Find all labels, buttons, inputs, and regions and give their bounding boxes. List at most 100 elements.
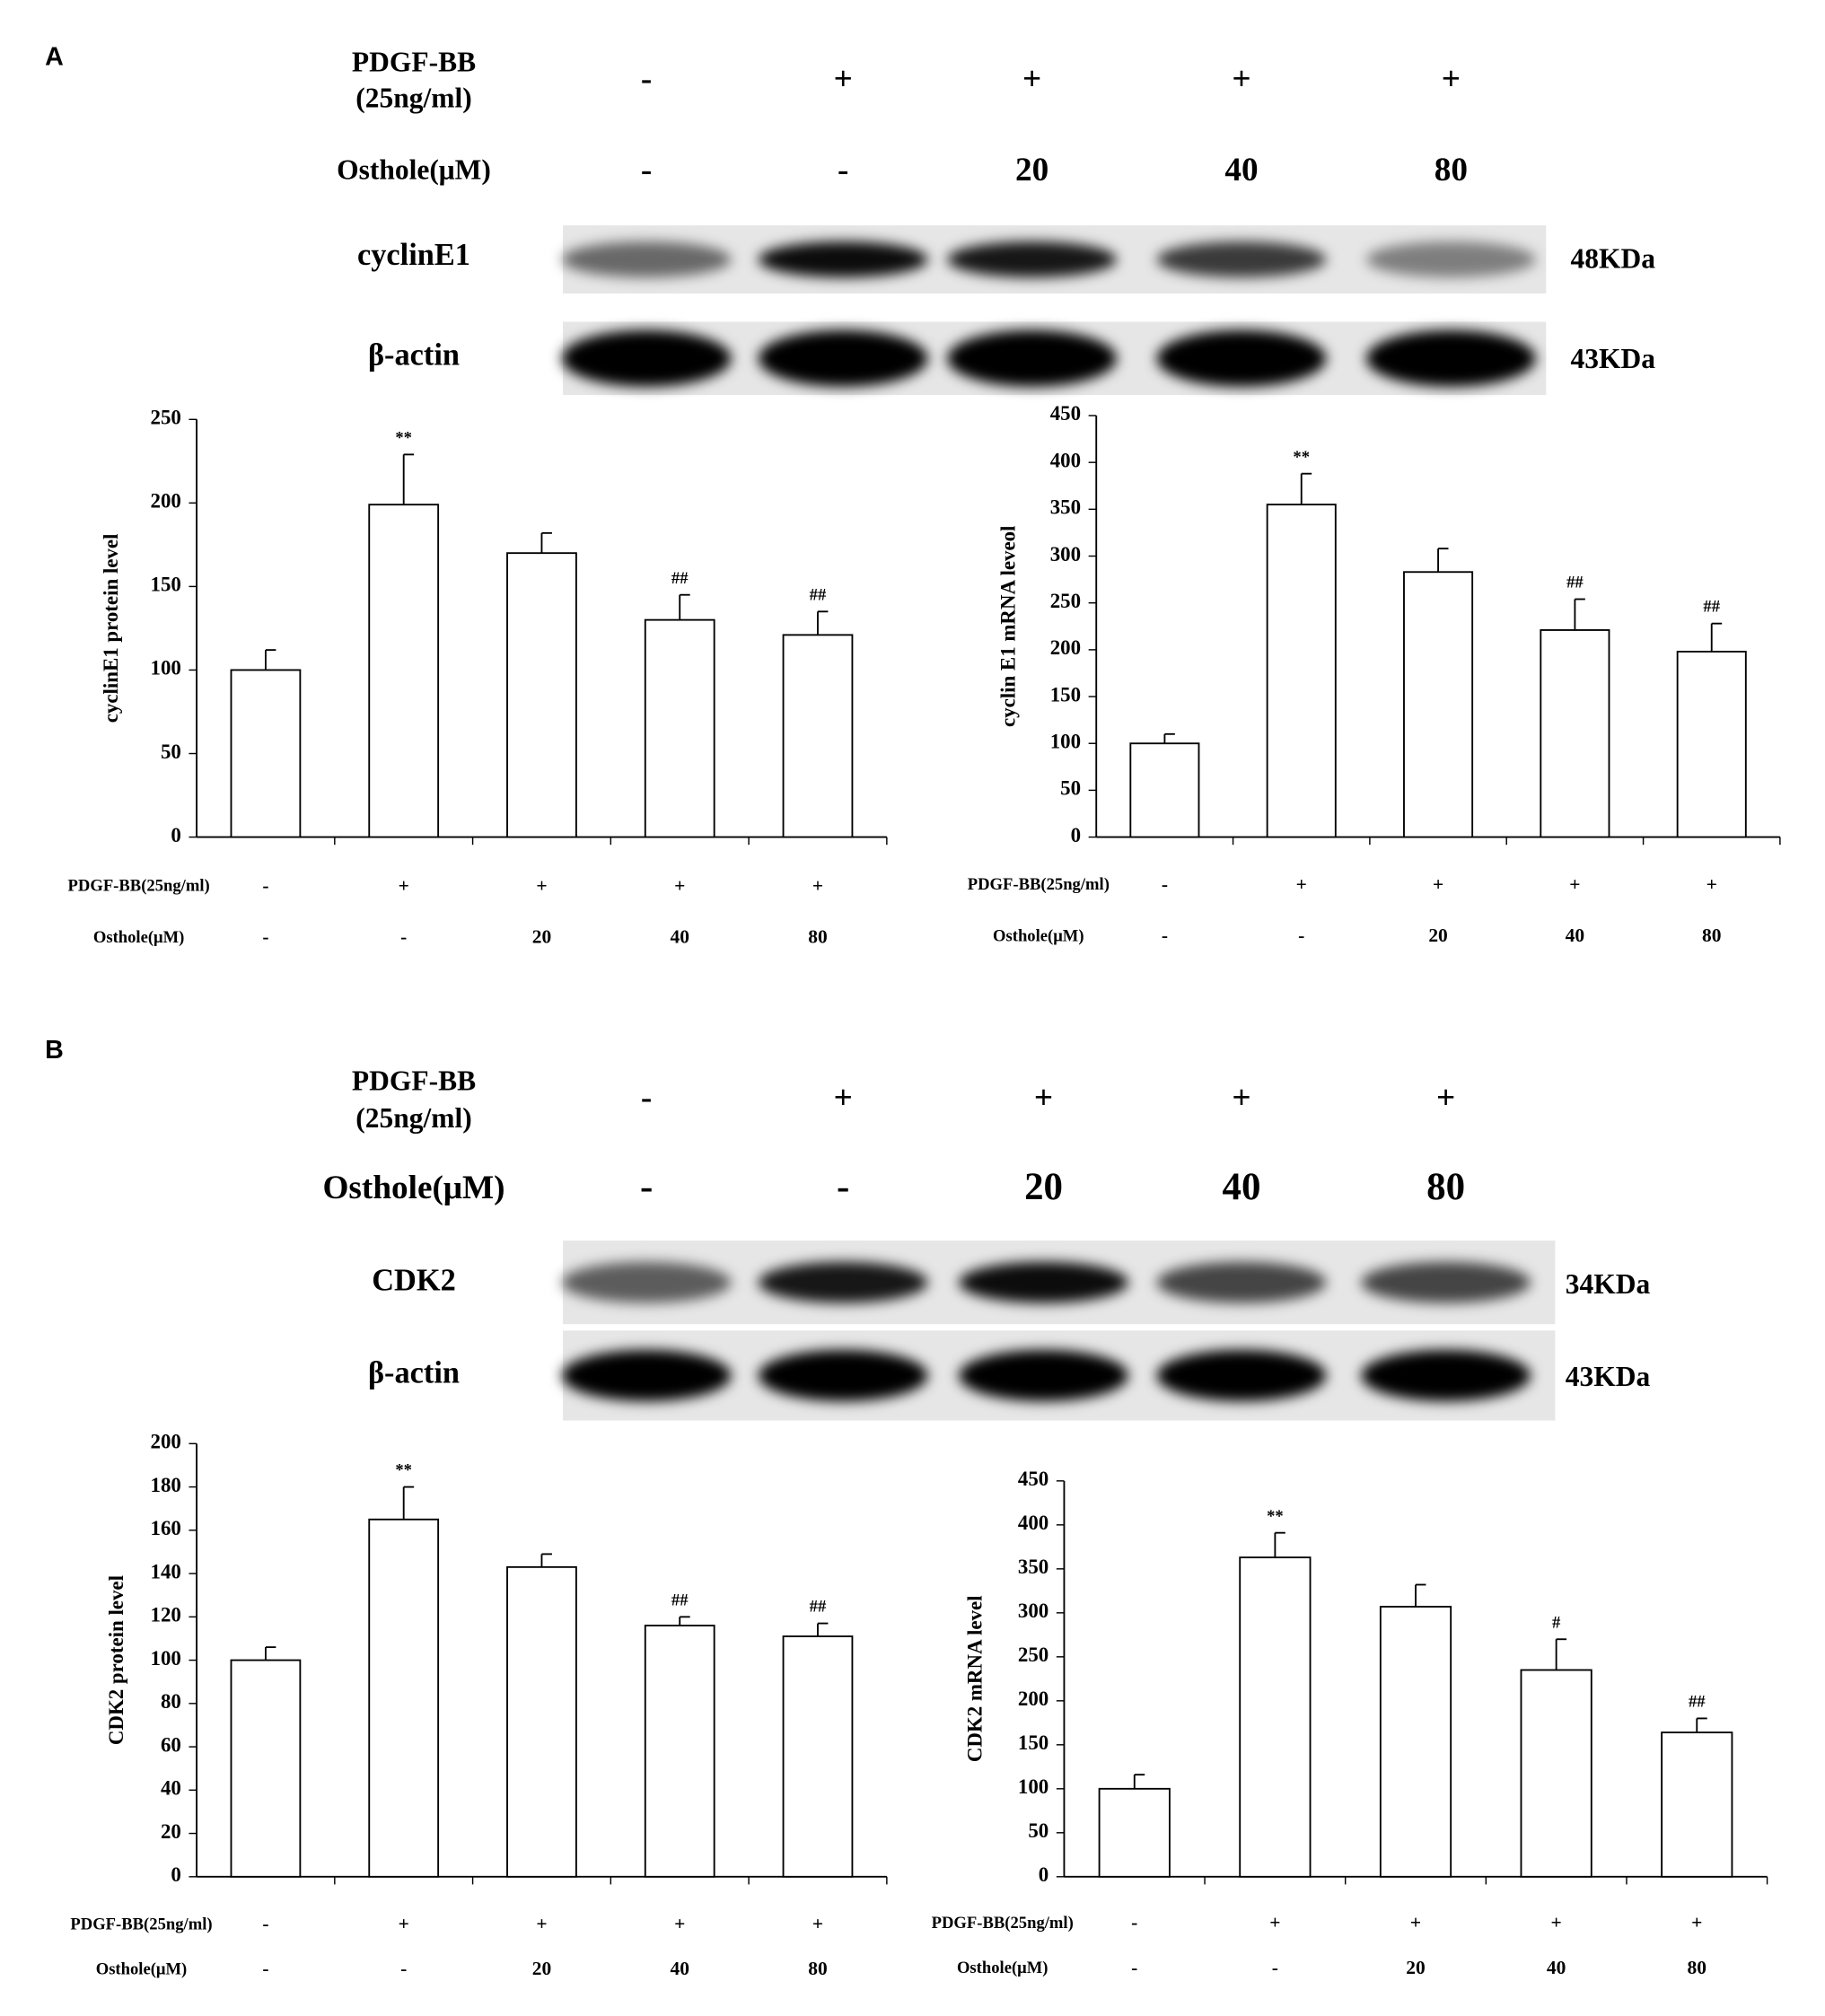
- y-tick-label: 50: [1028, 1819, 1048, 1842]
- x-row-value: -: [262, 1958, 268, 1979]
- bar: [1403, 571, 1474, 838]
- y-tick-label: 140: [151, 1560, 181, 1582]
- y-tick-label: 60: [161, 1733, 181, 1756]
- x-row-value: -: [400, 1958, 407, 1979]
- band: [758, 1261, 928, 1303]
- x-row-value: 80: [808, 1958, 827, 1979]
- y-tick-label: 400: [1018, 1512, 1048, 1534]
- band: [1361, 1349, 1531, 1402]
- panel-label: B: [45, 1036, 64, 1065]
- bar: [1661, 1731, 1733, 1878]
- y-tick-label: 200: [151, 490, 181, 513]
- band-size: 48KDa: [1571, 242, 1656, 274]
- treatment-value: 20: [1024, 1166, 1063, 1208]
- x-row-value: 40: [670, 926, 689, 948]
- y-tick-label: 450: [1018, 1468, 1048, 1490]
- x-row-value: +: [1707, 873, 1717, 895]
- significance: **: [1293, 448, 1310, 467]
- band-name: CDK2: [372, 1263, 456, 1297]
- x-row-label: Osthole(μM): [993, 927, 1084, 946]
- y-tick-label: 50: [161, 741, 181, 763]
- band-name: β-actin: [368, 337, 460, 372]
- x-row-value: +: [399, 1913, 409, 1934]
- x-row-value: +: [1569, 873, 1580, 895]
- y-tick-label: 0: [1071, 824, 1081, 846]
- significance: ##: [671, 569, 689, 588]
- x-row-label: PDGF-BB(25ng/ml): [968, 875, 1110, 894]
- bar: [644, 618, 715, 838]
- bar: [1379, 1606, 1452, 1878]
- band-size: 43KDa: [1566, 1361, 1651, 1392]
- y-tick-label: 50: [1060, 777, 1081, 800]
- y-tick-label: 400: [1050, 449, 1081, 471]
- y-tick-label: 300: [1018, 1600, 1048, 1622]
- band: [758, 1349, 928, 1402]
- band: [1365, 241, 1536, 278]
- y-axis-label: cyclinE1 protein level: [100, 534, 122, 723]
- x-row-label: Osthole(μM): [96, 1960, 188, 1979]
- treatment-value: 20: [1015, 152, 1048, 188]
- x-row-value: +: [1691, 1912, 1702, 1933]
- treatment-label: Osthole(μM): [337, 154, 491, 186]
- blot-bands: [561, 1349, 1531, 1402]
- bar: [368, 1518, 440, 1878]
- bar: [368, 504, 440, 838]
- treatment-value: +: [1442, 60, 1461, 97]
- bar: [1266, 504, 1337, 838]
- bar: [1129, 742, 1200, 838]
- band: [1156, 1261, 1327, 1303]
- x-row-value: -: [262, 874, 268, 896]
- significance: #: [1552, 1613, 1561, 1632]
- treatment-value: 80: [1435, 152, 1468, 188]
- x-row-value: -: [262, 926, 268, 948]
- x-row-value: -: [1272, 1957, 1278, 1978]
- bar: [230, 1659, 302, 1878]
- x-row-label: PDGF-BB(25ng/ml): [70, 1915, 212, 1933]
- y-tick-label: 350: [1018, 1556, 1048, 1578]
- band: [561, 1349, 732, 1402]
- y-tick-label: 200: [151, 1431, 181, 1453]
- y-tick-label: 150: [1050, 683, 1081, 706]
- treatment-value: +: [1034, 1080, 1053, 1117]
- y-tick-label: 150: [1018, 1731, 1048, 1754]
- y-tick-label: 20: [161, 1820, 181, 1843]
- panel-label: A: [45, 43, 64, 72]
- significance: ##: [1566, 574, 1584, 592]
- significance: **: [395, 428, 412, 447]
- x-row-value: 20: [532, 926, 551, 948]
- x-row-label: Osthole(μM): [93, 928, 185, 947]
- y-tick-label: 200: [1018, 1687, 1048, 1710]
- y-tick-label: 0: [171, 824, 180, 846]
- treatment-label: PDGF-BB: [352, 1065, 476, 1097]
- treatment-value: -: [641, 1080, 652, 1117]
- y-tick-label: 300: [1050, 543, 1081, 565]
- x-row-value: +: [1551, 1912, 1562, 1933]
- treatment-value: -: [641, 152, 652, 188]
- x-row-value: +: [536, 1913, 547, 1934]
- bar: [782, 1635, 854, 1878]
- band-size: 43KDa: [1571, 343, 1656, 374]
- y-tick-label: 40: [161, 1777, 181, 1800]
- y-tick-label: 80: [161, 1690, 181, 1713]
- treatment-value: -: [640, 1166, 653, 1208]
- treatment-value: +: [834, 60, 853, 97]
- y-tick-label: 160: [151, 1517, 181, 1539]
- y-axis-label: CDK2 mRNA level: [963, 1596, 986, 1763]
- x-row-value: 40: [1566, 925, 1584, 946]
- y-tick-label: 180: [151, 1474, 181, 1496]
- x-row-value: +: [1433, 873, 1443, 895]
- bar: [230, 669, 302, 838]
- y-tick-label: 250: [1050, 590, 1081, 612]
- significance: ##: [1703, 598, 1720, 617]
- y-tick-label: 450: [1050, 402, 1081, 425]
- x-row-value: +: [1269, 1912, 1280, 1933]
- band: [561, 1261, 732, 1303]
- treatment-label: PDGF-BB: [352, 46, 476, 77]
- bar: [1520, 1669, 1592, 1878]
- x-row-value: +: [1410, 1912, 1421, 1933]
- treatment-value: 40: [1224, 152, 1258, 188]
- band: [758, 329, 928, 387]
- bar: [1676, 651, 1747, 838]
- treatment-value: -: [838, 152, 848, 188]
